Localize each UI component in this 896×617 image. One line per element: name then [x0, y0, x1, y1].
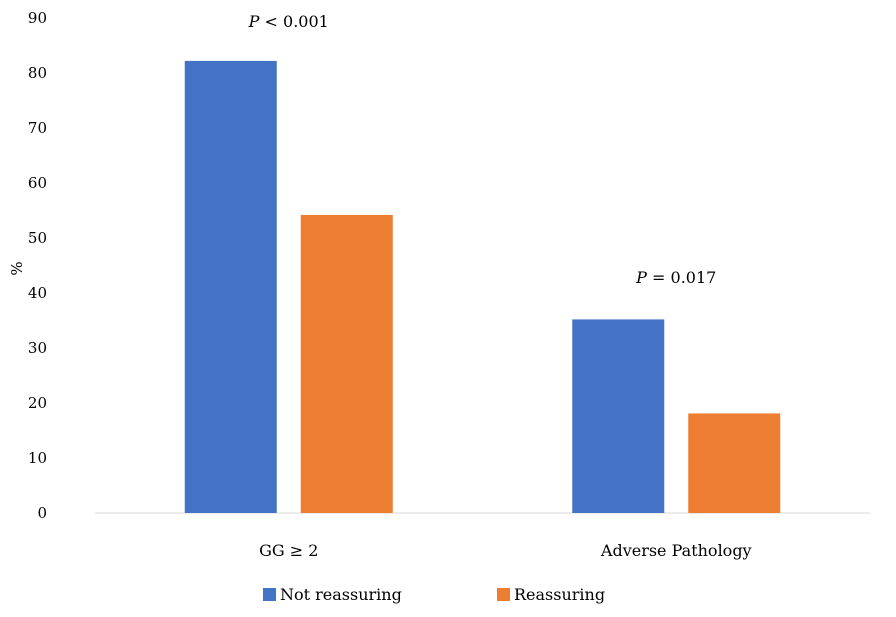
p-value-symbol: P [248, 12, 260, 31]
y-axis-label: % [8, 261, 26, 275]
p-value-annotation: P < 0.001 [248, 12, 329, 31]
y-tick-label: 30 [28, 339, 47, 357]
p-value-symbol: P [635, 268, 647, 287]
p-value-text: < 0.001 [259, 12, 328, 31]
legend-swatch [497, 588, 510, 601]
legend-swatch [263, 588, 276, 601]
bar-reassuring [300, 214, 393, 513]
y-tick-label: 40 [28, 284, 47, 302]
y-tick-label: 20 [28, 394, 47, 412]
y-tick-label: 70 [28, 119, 47, 137]
bar-reassuring [688, 413, 781, 513]
y-tick-label: 80 [28, 64, 47, 82]
p-value-text: = 0.017 [647, 268, 716, 287]
x-category-label: GG ≥ 2 [259, 541, 318, 560]
y-tick-label: 90 [28, 9, 47, 27]
y-tick-label: 60 [28, 174, 47, 192]
y-tick-label: 0 [37, 504, 47, 522]
x-category-label: Adverse Pathology [600, 541, 752, 560]
bar-not-reassuring [184, 60, 277, 514]
legend-label: Reassuring [514, 585, 605, 604]
bar-not-reassuring [572, 319, 665, 513]
y-tick-label: 10 [28, 449, 47, 467]
legend-label: Not reassuring [280, 585, 402, 604]
p-value-annotation: P = 0.017 [635, 268, 716, 287]
y-tick-label: 50 [28, 229, 47, 247]
